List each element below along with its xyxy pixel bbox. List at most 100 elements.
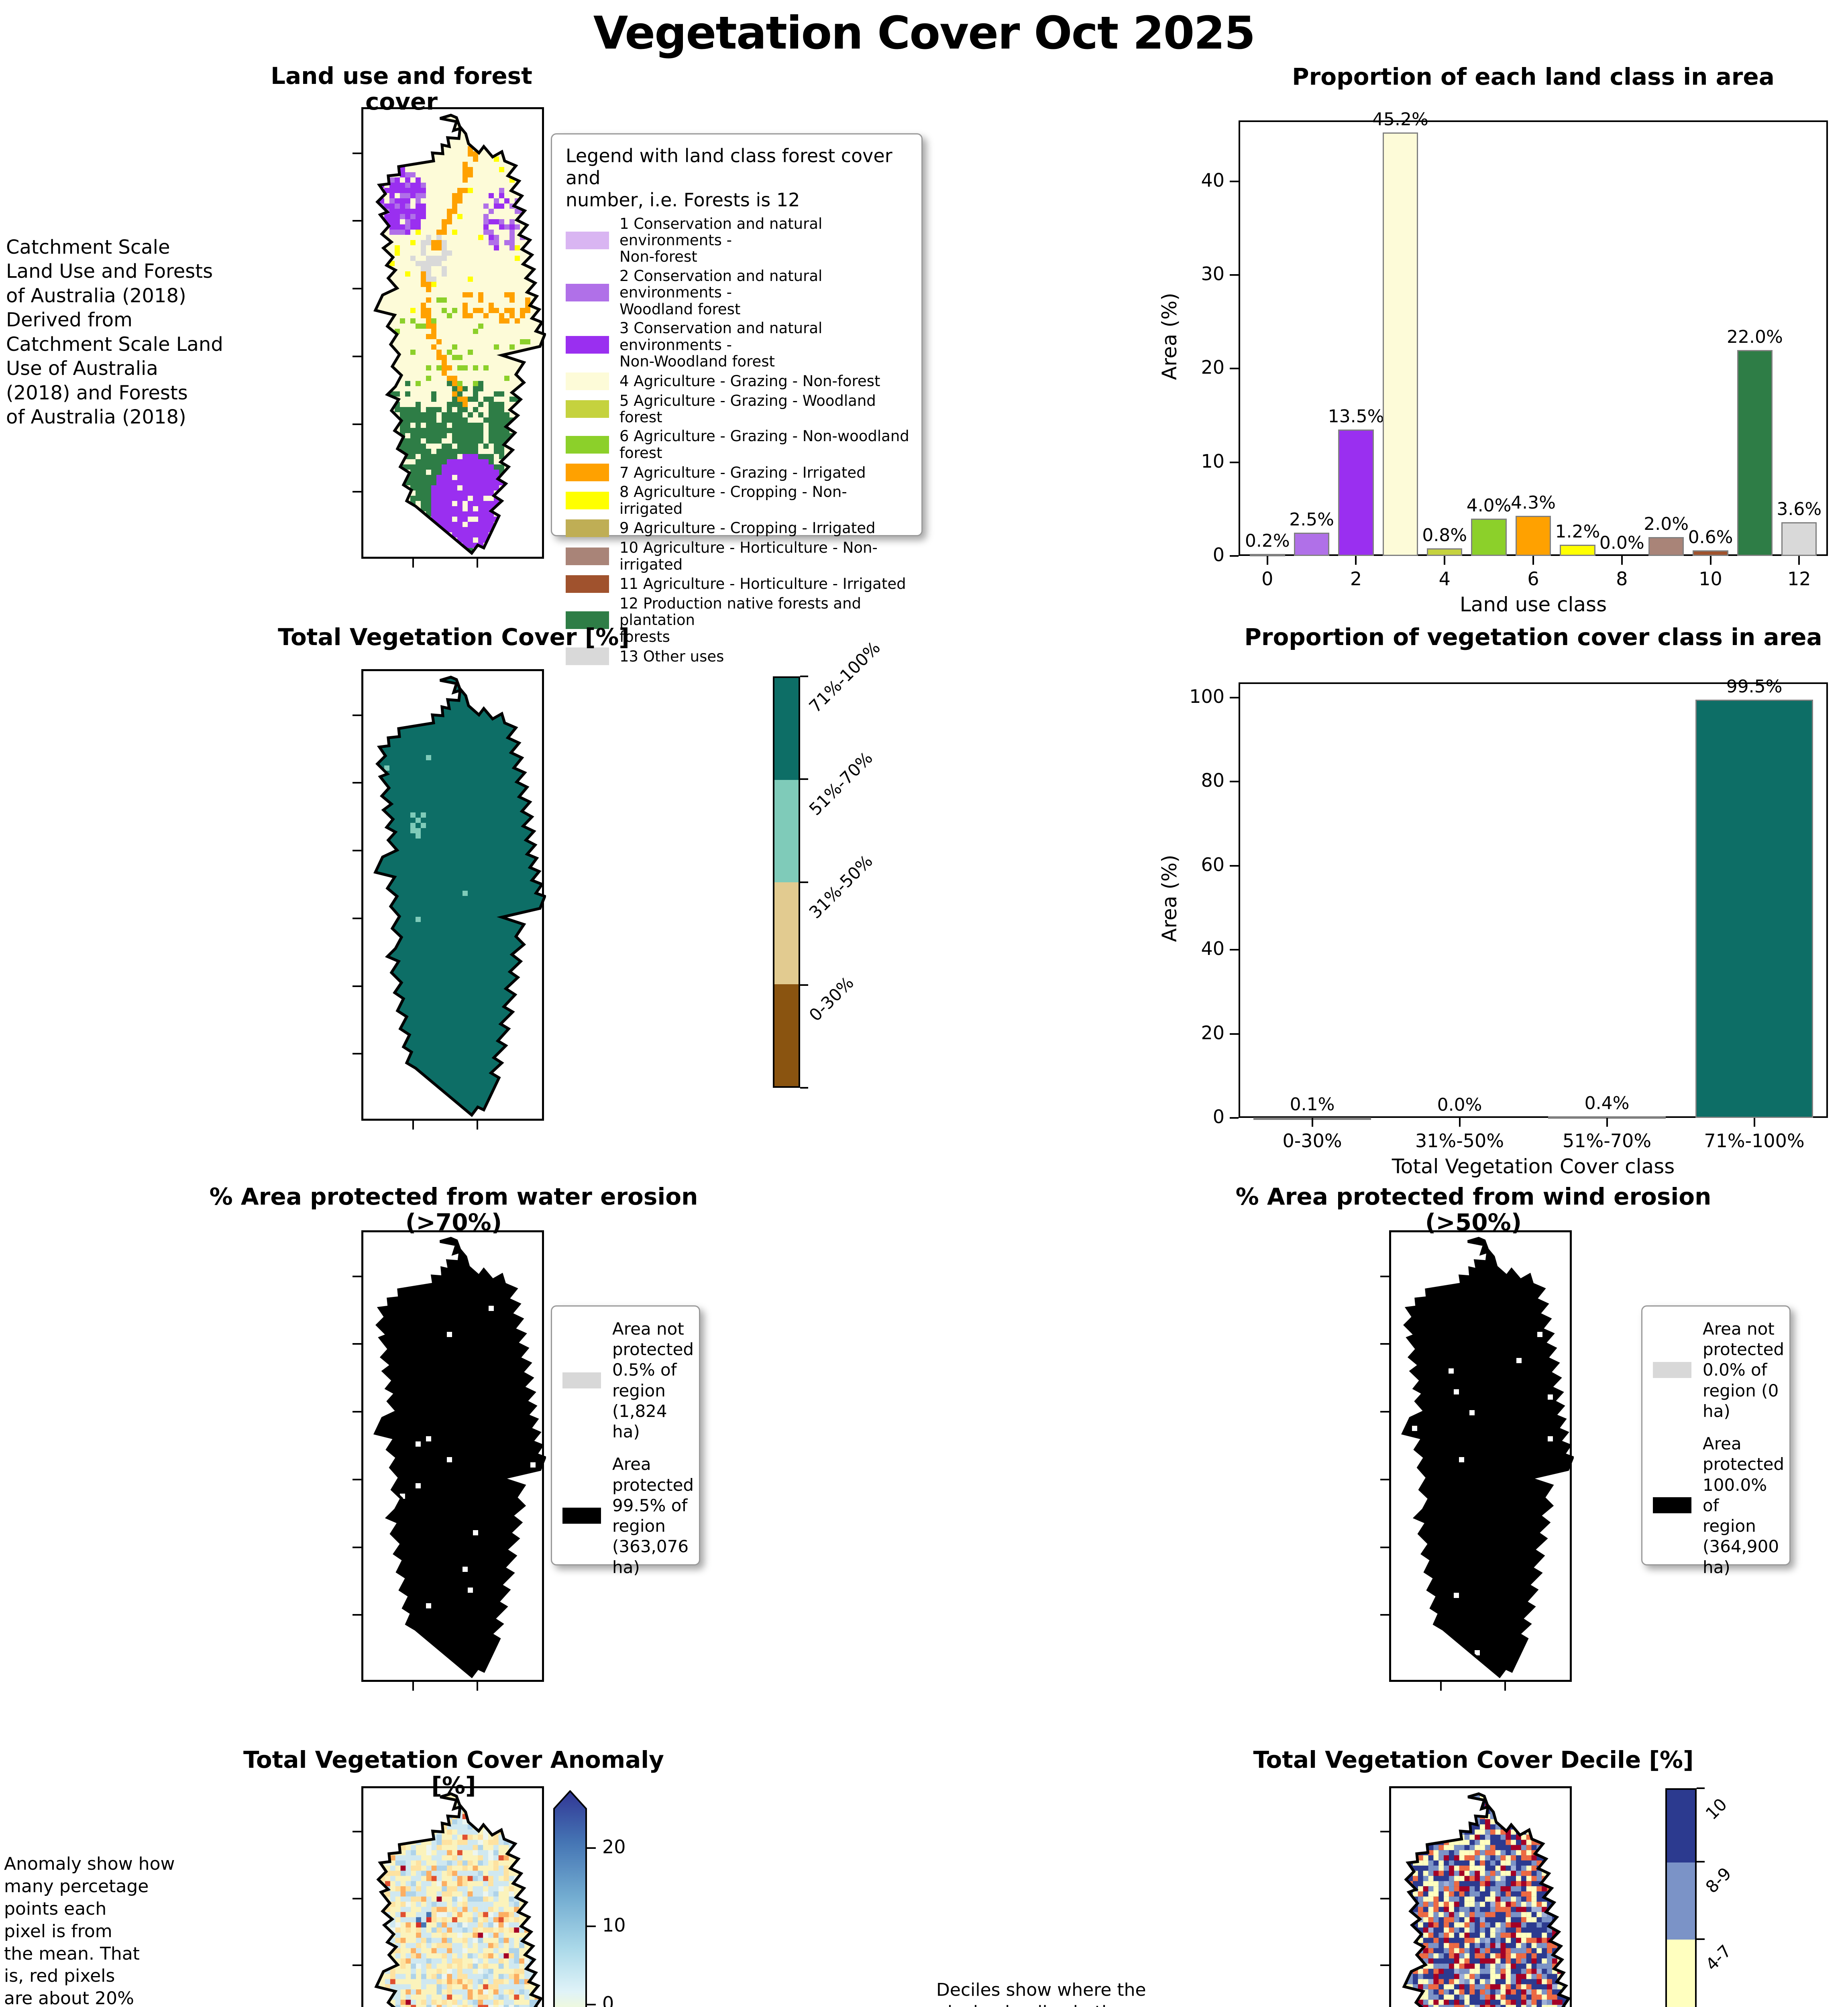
catchment-outline [373, 1237, 547, 1679]
bar-value-label: 3.6% [1777, 499, 1822, 519]
y-tick-label: 0 [1212, 544, 1225, 566]
bar-value-label: 0.2% [1245, 531, 1290, 552]
legend-swatch [566, 575, 609, 593]
legend-swatch [566, 372, 609, 390]
landuse-legend: Legend with land class forest cover and … [551, 133, 923, 666]
bar-value-label: 1.2% [1555, 521, 1600, 542]
y-tick-label: 30 [1201, 263, 1225, 285]
catchment-outline [1402, 1792, 1571, 2007]
y-tick [1230, 368, 1239, 370]
legend-label: 4 Agriculture - Grazing - Non-forest [619, 372, 880, 390]
bar [1695, 699, 1813, 1118]
x-tick-label: 8 [1616, 568, 1628, 590]
axis-tick [1380, 1614, 1389, 1616]
legend-item: 10 Agriculture - Horticulture - Non-irri… [566, 539, 909, 573]
axis-tick [1380, 1275, 1389, 1277]
axis-tick [352, 1343, 361, 1345]
legend-swatch [562, 1372, 601, 1388]
x-axis-label: Land use class [1459, 593, 1607, 616]
bar [1515, 515, 1551, 556]
legend-item: 11 Agriculture - Horticulture - Irrigate… [566, 575, 909, 593]
colorbar-segment [774, 882, 799, 984]
bar-value-label: 4.3% [1511, 492, 1556, 513]
bar-value-label: 0.4% [1584, 1093, 1630, 1113]
legend-item: Area protected 100.0% of region (364,900… [1653, 1433, 1785, 1578]
anomaly-map [352, 1786, 544, 2007]
legend-item: 3 Conservation and natural environments … [566, 320, 909, 370]
axis-tick [1380, 1546, 1389, 1548]
map-frame [361, 107, 547, 559]
legend-label: 3 Conservation and natural environments … [619, 320, 823, 370]
bar-value-label: 45.2% [1372, 109, 1428, 130]
bar-value-label: 0.0% [1437, 1095, 1482, 1115]
axis-tick [1504, 1682, 1506, 1691]
legend-label: 7 Agriculture - Grazing - Irrigated [619, 464, 866, 481]
plot-area [1239, 120, 1828, 556]
landuse-legend-items: 1 Conservation and natural environments … [552, 215, 921, 666]
colorbar-segment [1667, 1862, 1695, 1940]
y-tick-label: 20 [1201, 1022, 1225, 1044]
bar [1294, 532, 1330, 556]
x-tick [1621, 556, 1623, 565]
map-wind-svg [1401, 1237, 1575, 1679]
decile-title: Total Vegetation Cover Decile [%] [1253, 1746, 1694, 1773]
legend-label: Area protected 100.0% of region (364,900… [1703, 1434, 1785, 1577]
wind-erosion-legend-items: Area not protected 0.0% of region (0 ha)… [1642, 1319, 1789, 1578]
landuse-map [352, 107, 547, 568]
legend-swatch [566, 231, 609, 249]
axis-tick [352, 220, 361, 222]
colorbar-tick [1697, 1787, 1705, 1789]
x-tick [1709, 556, 1711, 565]
legend-label: 9 Agriculture - Cropping - Irrigated [619, 519, 876, 537]
axis-tick [352, 152, 361, 154]
x-tick-label: 0-30% [1282, 1130, 1342, 1152]
y-tick-label: 40 [1201, 938, 1225, 960]
colorbar-segment [1667, 1790, 1695, 1863]
legend-swatch [566, 400, 609, 418]
map-frame [1389, 1786, 1572, 2007]
bar [1471, 518, 1507, 556]
decile-map [1380, 1786, 1572, 2007]
vegcover-colorbar: 71%-100% 51%-70% 31%-50% 0-30% [773, 638, 884, 1089]
colorbar-tick [587, 1847, 596, 1849]
bar-value-label: 22.0% [1726, 326, 1783, 347]
legend-label: 10 Agriculture - Horticulture - Non-irri… [619, 539, 878, 573]
axis-tick [1380, 1831, 1389, 1832]
y-tick-label: 0 [1212, 1106, 1225, 1128]
axis-tick [352, 288, 361, 289]
axis-tick [412, 559, 414, 568]
x-tick [1753, 1118, 1755, 1127]
axis-tick [352, 1897, 361, 1899]
bar [1781, 522, 1817, 556]
bar-value-label: 99.5% [1726, 676, 1783, 697]
axis-tick [352, 423, 361, 425]
map-frame [361, 669, 547, 1121]
colorbar-label: 4-7 [1701, 1941, 1735, 1975]
legend-label: 8 Agriculture - Cropping - Non-irrigated [619, 483, 847, 517]
colorbar-tick [800, 1087, 808, 1089]
axis-tick [1380, 1897, 1389, 1899]
y-tick [1230, 781, 1239, 783]
legend-swatch [566, 647, 609, 666]
wind-erosion-map [1380, 1230, 1575, 1691]
legend-item: 4 Agriculture - Grazing - Non-forest [566, 372, 909, 390]
legend-item: 6 Agriculture - Grazing - Non-woodland f… [566, 428, 909, 461]
landuse-note: Catchment Scale Land Use and Forests of … [6, 236, 223, 429]
y-axis-label: Area (%) [1158, 292, 1181, 380]
axis-tick [1380, 1343, 1389, 1345]
legend-item: Area not protected 0.0% of region (0 ha) [1653, 1319, 1784, 1421]
x-tick-label: 2 [1350, 568, 1362, 590]
axis-tick [412, 1121, 414, 1130]
x-tick [1459, 1118, 1461, 1127]
colorbar [773, 676, 800, 1088]
bar-value-label: 0.6% [1688, 527, 1733, 548]
colorbar-tick [800, 676, 808, 677]
legend-swatch [566, 284, 609, 302]
axis-tick [352, 1411, 361, 1413]
vegcover-bar-chart: Proportion of vegetation cover class in … [1158, 624, 1848, 1181]
colorbar-tick [800, 778, 808, 780]
x-tick-label: 10 [1699, 568, 1722, 590]
catchment-outline [374, 1792, 543, 2007]
colorbar-segment [774, 984, 799, 1086]
axis-tick [1440, 1682, 1442, 1691]
